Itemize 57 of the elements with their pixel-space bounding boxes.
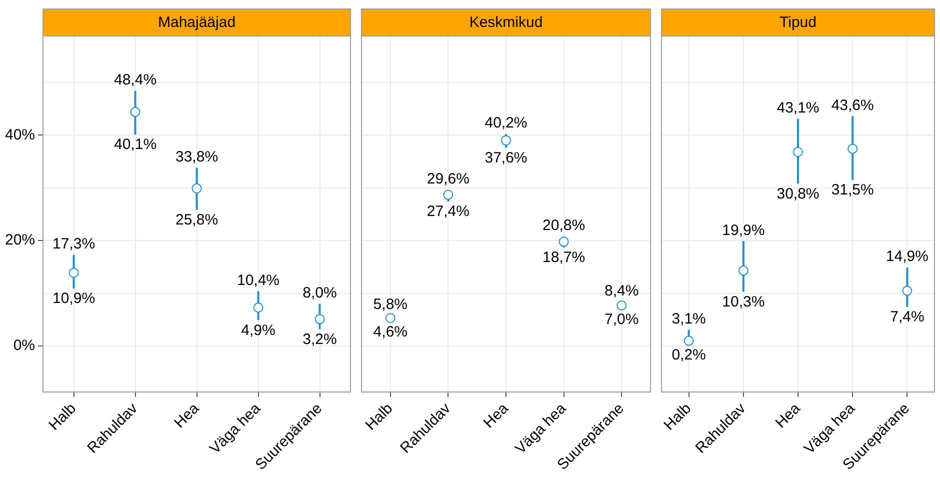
annotation: 4,9%	[241, 322, 276, 339]
point	[738, 266, 748, 276]
annotation: 10,9%	[52, 290, 96, 308]
annotation: 31,5%	[831, 182, 874, 199]
annotation: 7,0%	[604, 310, 639, 328]
point	[192, 183, 202, 194]
annotation: 29,6%	[426, 170, 470, 188]
annotation: 27,4%	[426, 203, 470, 220]
point	[558, 236, 569, 247]
y-tick-label: 20%	[4, 232, 36, 249]
annotation: 5,8%	[373, 296, 408, 314]
annotation: 25,8%	[175, 212, 218, 229]
point	[848, 144, 858, 154]
point	[314, 314, 325, 324]
annotation: 14,9%	[886, 248, 928, 266]
x-tick-label: Hea	[171, 400, 203, 432]
annotation: 7,4%	[890, 308, 924, 326]
point	[793, 147, 803, 158]
point	[443, 190, 454, 200]
annotation: 3,1%	[672, 310, 706, 328]
annotation: 19,9%	[722, 222, 765, 239]
chart-title: Keskmikud	[469, 14, 543, 32]
annotation: 43,1%	[776, 99, 820, 116]
x-tick-label: Halb	[362, 400, 396, 434]
point	[616, 300, 627, 310]
annotation: 20,8%	[542, 217, 586, 234]
x-tick-label: Hea	[772, 400, 804, 432]
annotation: 10,4%	[236, 272, 280, 289]
annotation: 10,3%	[722, 293, 765, 310]
point	[684, 336, 694, 346]
annotation: 3,2%	[302, 330, 337, 348]
point	[902, 286, 912, 296]
point	[68, 268, 79, 278]
annotation: 40,2%	[484, 114, 528, 132]
x-tick-label: Halb	[660, 400, 695, 434]
annotation: 18,7%	[542, 249, 586, 266]
annotation: 43,6%	[831, 96, 874, 114]
point	[130, 106, 140, 117]
annotation: 17,3%	[52, 235, 96, 252]
annotation: 8,0%	[302, 284, 337, 302]
point	[253, 302, 264, 313]
annotation: 4,6%	[373, 323, 408, 340]
annotation: 33,8%	[175, 148, 218, 166]
x-tick-label: Halb	[46, 400, 80, 434]
annotation: 37,6%	[484, 149, 528, 166]
annotation: 0,2%	[672, 346, 706, 364]
annotation: 40,1%	[114, 136, 157, 154]
y-tick-label: 40%	[4, 126, 36, 144]
annotation: 48,4%	[114, 71, 157, 88]
y-tick-label: 0%	[13, 337, 36, 354]
point	[385, 313, 396, 324]
x-tick-label: Hea	[480, 400, 512, 432]
annotation: 30,8%	[776, 185, 820, 202]
chart-title: Tipud	[780, 14, 816, 32]
point	[501, 135, 511, 146]
annotation: 8,4%	[604, 282, 639, 300]
chart-title: Mahajääjad	[158, 14, 236, 32]
